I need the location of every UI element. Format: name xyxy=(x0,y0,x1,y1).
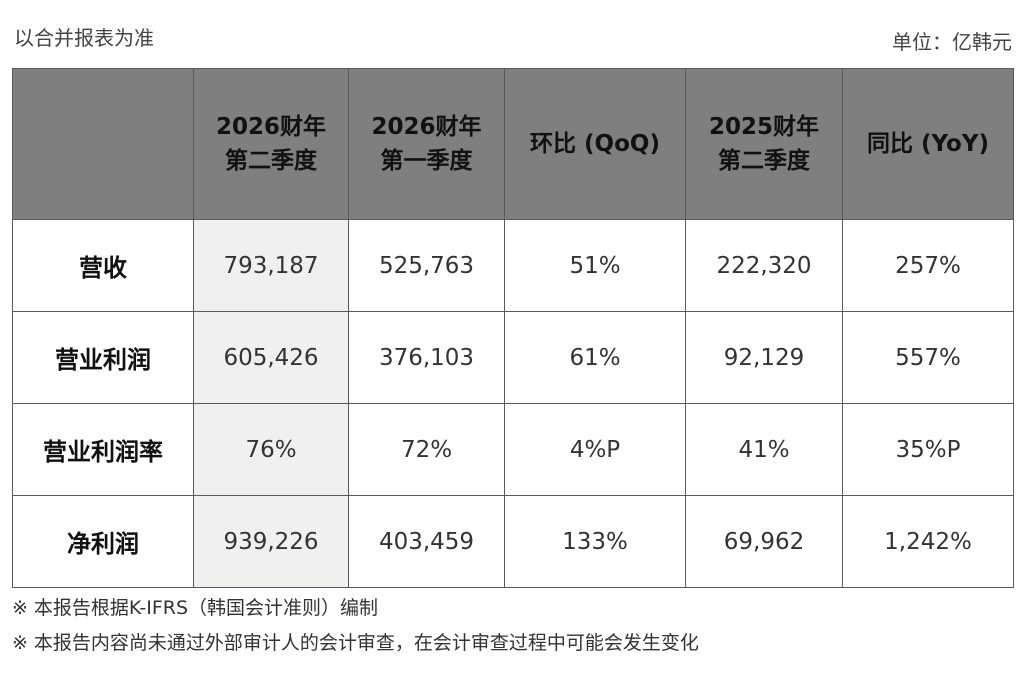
table-cell: 257% xyxy=(842,219,1014,312)
table-row-operating-profit: 营业利润 605,426 376,103 61% 92,129 557% xyxy=(12,311,1014,404)
table-cell: 92,129 xyxy=(685,311,843,404)
footnote-kifrs: ※ 本报告根据K-IFRS（韩国会计准则）编制 xyxy=(12,593,378,620)
table-cell: 525,763 xyxy=(348,219,505,312)
header-line: 第二季度 xyxy=(718,148,810,174)
row-label: 营收 xyxy=(12,219,194,312)
table-cell: 605,426 xyxy=(193,311,349,404)
table-row-revenue: 营收 793,187 525,763 51% 222,320 257% xyxy=(12,219,1014,312)
table-cell: 61% xyxy=(504,311,686,404)
table-cell: 41% xyxy=(685,403,843,496)
unit-note: 单位：亿韩元 xyxy=(892,30,1012,54)
table-cell: 222,320 xyxy=(685,219,843,312)
table-cell: 51% xyxy=(504,219,686,312)
table-cell: 4%P xyxy=(504,403,686,496)
header-line: 第二季度 xyxy=(225,148,317,174)
header-line: 环比 (QoQ) xyxy=(530,131,660,157)
table-cell: 72% xyxy=(348,403,505,496)
header-line: 2025财年 xyxy=(708,114,819,140)
table-cell: 133% xyxy=(504,495,686,588)
header-2025-q2: 2025财年 第二季度 xyxy=(685,68,843,220)
header-2026-q2: 2026财年 第二季度 xyxy=(193,68,349,220)
table-row-operating-margin: 营业利润率 76% 72% 4%P 41% 35%P xyxy=(12,403,1014,496)
header-yoy: 同比 (YoY) xyxy=(842,68,1014,220)
header-line: 2026财年 xyxy=(371,114,482,140)
reference-mark-icon: ※ xyxy=(12,632,28,654)
header-2026-q1: 2026财年 第一季度 xyxy=(348,68,505,220)
table-cell: 793,187 xyxy=(193,219,349,312)
header-corner-cell xyxy=(12,68,194,220)
header-line: 同比 (YoY) xyxy=(866,131,990,157)
footnote-text: 本报告内容尚未通过外部审计人的会计审查，在会计审查过程中可能会发生变化 xyxy=(33,632,699,654)
header-line: 第一季度 xyxy=(380,148,473,174)
row-label: 营业利润 xyxy=(12,311,194,404)
header-qoq: 环比 (QoQ) xyxy=(504,68,686,220)
table-cell: 76% xyxy=(193,403,349,496)
row-label: 净利润 xyxy=(12,495,194,588)
footnote-audit: ※ 本报告内容尚未通过外部审计人的会计审查，在会计审查过程中可能会发生变化 xyxy=(12,628,699,655)
table-cell: 35%P xyxy=(842,403,1014,496)
reference-mark-icon: ※ xyxy=(12,597,28,619)
table-row-net-profit: 净利润 939,226 403,459 133% 69,962 1,242% xyxy=(12,495,1014,588)
table-cell: 939,226 xyxy=(193,495,349,588)
table-cell: 1,242% xyxy=(842,495,1014,588)
table-cell: 376,103 xyxy=(348,311,505,404)
header-line: 2026财年 xyxy=(215,114,326,140)
footnote-text: 本报告根据K-IFRS（韩国会计准则）编制 xyxy=(33,597,379,619)
row-label: 营业利润率 xyxy=(12,403,194,496)
table-cell: 403,459 xyxy=(348,495,505,588)
financial-results-table: 2026财年 第二季度 2026财年 第一季度 环比 (QoQ) 2025财年 … xyxy=(12,68,1014,588)
table-cell: 69,962 xyxy=(685,495,843,588)
table-header-row: 2026财年 第二季度 2026财年 第一季度 环比 (QoQ) 2025财年 … xyxy=(12,68,1014,220)
table-cell: 557% xyxy=(842,311,1014,404)
report-basis-note: 以合并报表为准 xyxy=(14,26,154,50)
